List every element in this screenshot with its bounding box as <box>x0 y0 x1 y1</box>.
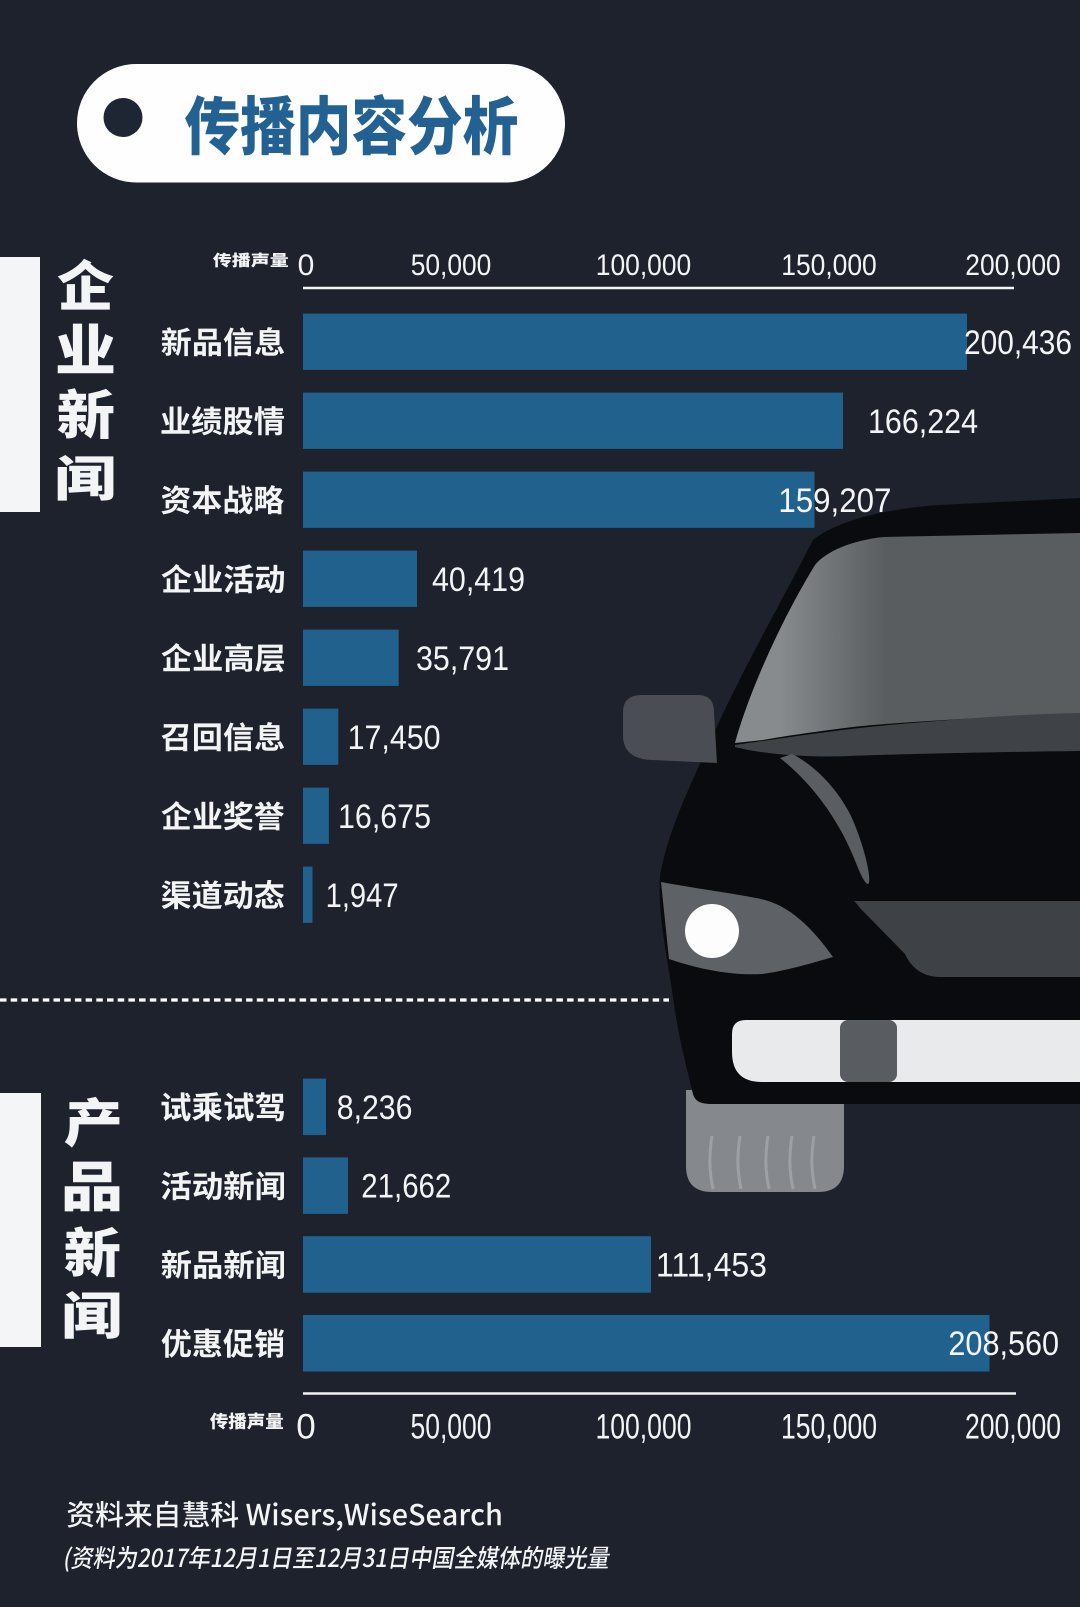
svg-text:159,207: 159,207 <box>778 482 891 520</box>
svg-text:200,000: 200,000 <box>965 249 1061 282</box>
svg-text:50,000: 50,000 <box>411 249 492 282</box>
svg-text:100,000: 100,000 <box>596 1408 692 1447</box>
svg-text:8,236: 8,236 <box>337 1089 413 1127</box>
svg-text:150,000: 150,000 <box>781 1408 877 1447</box>
svg-text:17,450: 17,450 <box>348 719 441 757</box>
svg-text:50,000: 50,000 <box>411 1408 492 1447</box>
svg-text:0: 0 <box>298 249 315 282</box>
svg-text:40,419: 40,419 <box>432 561 525 599</box>
svg-text:111,453: 111,453 <box>656 1246 767 1284</box>
svg-text:150,000: 150,000 <box>781 249 877 282</box>
svg-text:21,662: 21,662 <box>361 1168 451 1206</box>
svg-text:16,675: 16,675 <box>338 798 431 836</box>
svg-text:200,436: 200,436 <box>964 324 1072 362</box>
svg-text:1,947: 1,947 <box>326 877 399 915</box>
svg-text:200,000: 200,000 <box>965 1408 1061 1447</box>
svg-text:35,791: 35,791 <box>416 640 509 678</box>
svg-text:0: 0 <box>296 1408 315 1447</box>
svg-text:208,560: 208,560 <box>948 1325 1059 1363</box>
svg-text:166,224: 166,224 <box>868 403 978 441</box>
svg-text:100,000: 100,000 <box>596 249 692 282</box>
